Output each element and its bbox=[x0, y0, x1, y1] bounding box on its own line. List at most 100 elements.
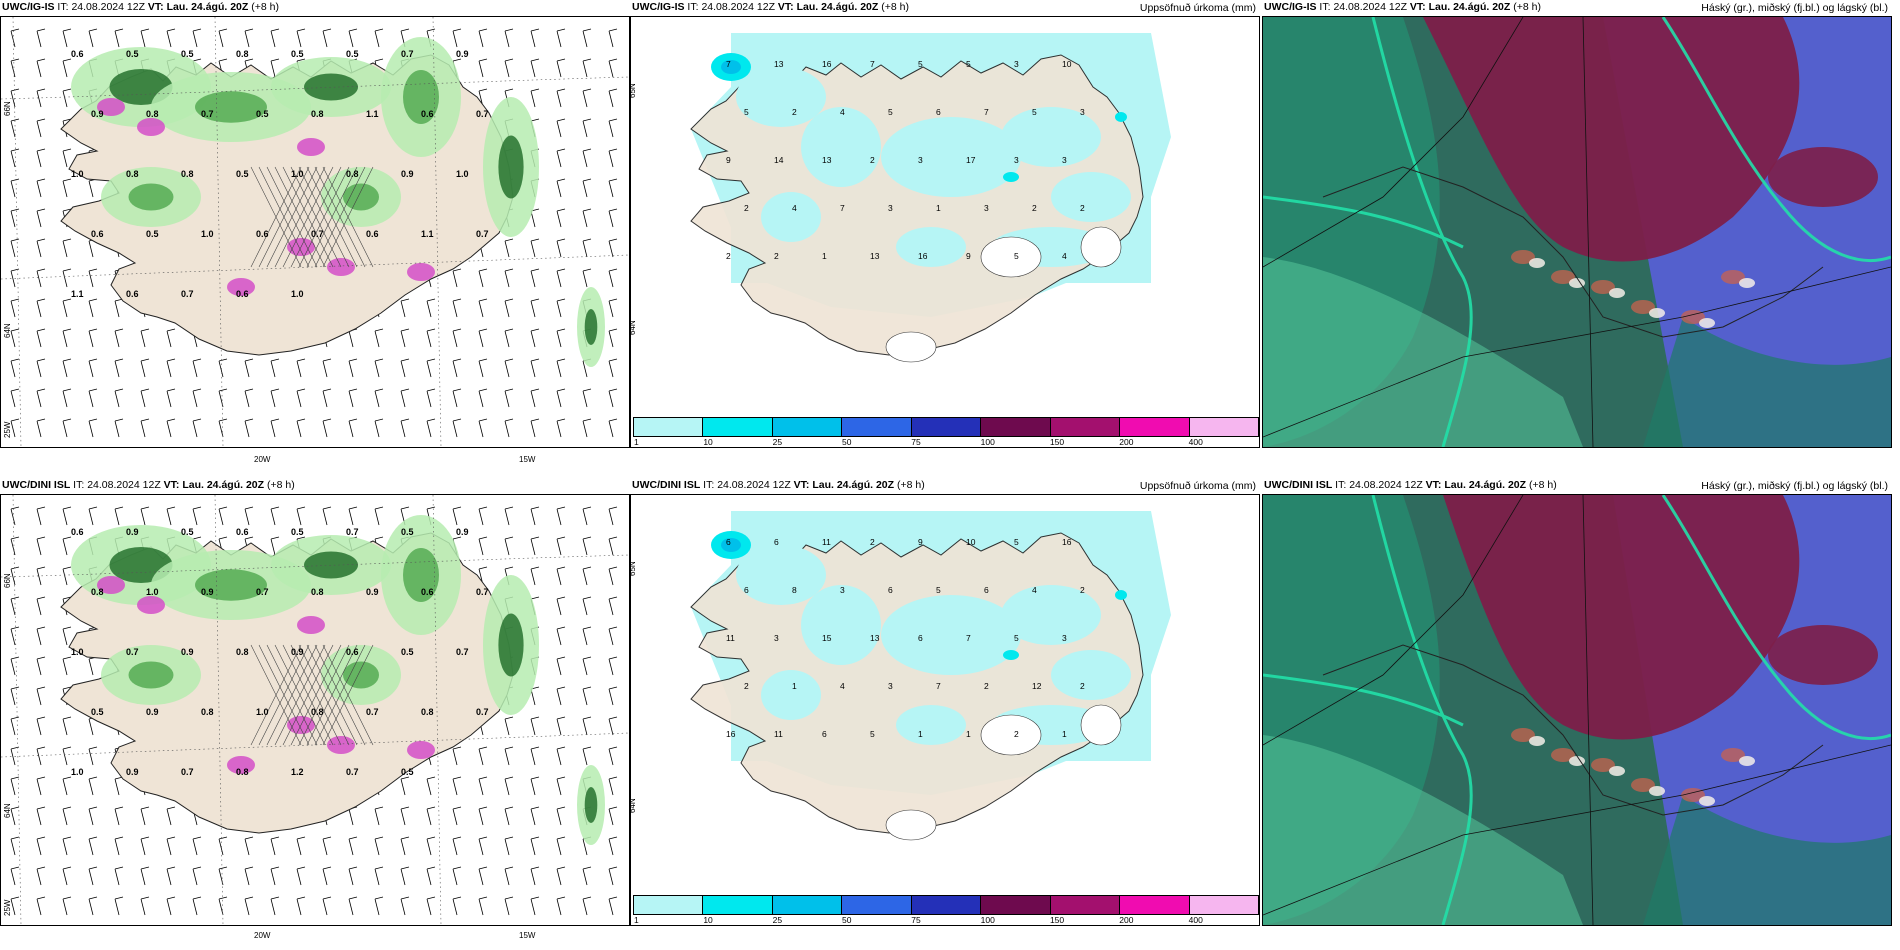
legend-labels: 1 10 25 50 75 100 150 200 400 bbox=[633, 437, 1257, 447]
value-labels: 0.6 0.5 0.5 0.8 0.5 0.5 0.7 0.9 0.9 0.8 0.7 0.5 0.8 1… bbox=[71, 49, 489, 299]
value-label: 3 bbox=[918, 155, 923, 165]
value-label: 0.6 bbox=[236, 289, 249, 299]
value-label: 0.8 bbox=[91, 587, 104, 597]
value-label: 8 bbox=[792, 585, 797, 595]
value-label: 0.5 bbox=[126, 49, 139, 59]
legend-swatch bbox=[772, 896, 843, 914]
value-label: 6 bbox=[774, 537, 779, 547]
value-labels: 6 6 11 2 9 10 5 166 8 3 6 5 6 4 211 3 15 13 6 7 5 32 1 4 3 7 2 12 21… bbox=[726, 537, 1085, 739]
panel-header: UWC/DINI ISL IT: 24.08.2024 12Z VT: Lau.… bbox=[1264, 479, 1557, 491]
value-label: 4 bbox=[840, 107, 845, 117]
legend-label: 75 bbox=[911, 915, 921, 925]
value-label: 7 bbox=[984, 107, 989, 117]
value-label: 0.7 bbox=[311, 229, 324, 239]
value-label: 0.6 bbox=[421, 109, 434, 119]
legend-swatch bbox=[1189, 418, 1258, 436]
value-label: 0.9 bbox=[456, 49, 469, 59]
panel-header: UWC/IG-IS IT: 24.08.2024 12Z VT: Lau. 24… bbox=[1264, 1, 1541, 13]
value-label: 3 bbox=[1062, 633, 1067, 643]
value-label: 6 bbox=[822, 729, 827, 739]
value-label: 13 bbox=[774, 59, 784, 69]
lat-label: 66N bbox=[3, 101, 12, 116]
legend-swatch bbox=[911, 896, 982, 914]
value-label: 0.5 bbox=[401, 527, 414, 537]
legend-label: 1 bbox=[634, 915, 639, 925]
value-label: 1.1 bbox=[71, 289, 84, 299]
legend-swatch bbox=[1189, 896, 1258, 914]
value-label: 6 bbox=[918, 633, 923, 643]
value-label: 0.8 bbox=[146, 109, 159, 119]
lon-label: 15W bbox=[519, 931, 536, 940]
value-label: 0.6 bbox=[346, 647, 359, 657]
value-label: 0.7 bbox=[476, 229, 489, 239]
value-label: 1.0 bbox=[71, 169, 84, 179]
value-label: 6 bbox=[726, 537, 731, 547]
value-label: 5 bbox=[1032, 107, 1037, 117]
value-label: 4 bbox=[1032, 585, 1037, 595]
value-label: 0.5 bbox=[256, 109, 269, 119]
value-label: 0.7 bbox=[256, 587, 269, 597]
value-label: 5 bbox=[1014, 537, 1019, 547]
lat-label: 65N bbox=[628, 561, 637, 576]
lat-label: 64N bbox=[628, 320, 637, 335]
panel-title: Háský (gr.), miðský (fj.bl.) og lágský (… bbox=[1701, 2, 1888, 14]
value-label: 16 bbox=[726, 729, 736, 739]
value-label: 4 bbox=[1062, 251, 1067, 261]
value-label: 0.8 bbox=[236, 49, 249, 59]
map-frame: 0.6 0.5 0.5 0.8 0.5 0.5 0.7 0.9 0.9 0.8 0.7 0.5 0.8 1… bbox=[0, 16, 630, 448]
value-label: 2 bbox=[1080, 681, 1085, 691]
cloud-map bbox=[1263, 17, 1891, 447]
value-label: 1 bbox=[792, 681, 797, 691]
value-label: 15 bbox=[822, 633, 832, 643]
map-frame bbox=[1262, 494, 1892, 926]
wind-map: 0.6 0.9 0.5 0.6 0.5 0.7 0.5 0.9 0.8 1.0 0.9 0.7 0.8 0… bbox=[1, 495, 629, 925]
value-label: 0.5 bbox=[91, 707, 104, 717]
value-label: 0.9 bbox=[366, 587, 379, 597]
value-label: 14 bbox=[774, 155, 784, 165]
legend-label: 25 bbox=[772, 915, 783, 925]
value-labels: 0.6 0.9 0.5 0.6 0.5 0.7 0.5 0.9 0.8 1.0 0.9 0.7 0.8 0… bbox=[71, 527, 489, 777]
value-label: 0.5 bbox=[291, 49, 304, 59]
value-label: 5 bbox=[918, 59, 923, 69]
value-label: 1 bbox=[966, 729, 971, 739]
value-label: 9 bbox=[918, 537, 923, 547]
legend-label: 10 bbox=[703, 437, 713, 447]
lon-label: 15W bbox=[519, 455, 536, 464]
value-label: 1 bbox=[918, 729, 923, 739]
value-label: 0.7 bbox=[476, 587, 489, 597]
value-label: 0.9 bbox=[126, 767, 139, 777]
panel-dini-cloud: UWC/DINI ISL IT: 24.08.2024 12Z VT: Lau.… bbox=[1262, 478, 1892, 926]
value-label: 1 bbox=[822, 251, 827, 261]
legend-swatch bbox=[981, 418, 1051, 436]
value-label: 5 bbox=[1014, 251, 1019, 261]
panel-header: UWC/IG-IS IT: 24.08.2024 12Z VT: Lau. 24… bbox=[2, 1, 279, 13]
panel-header: UWC/DINI ISL IT: 24.08.2024 12Z VT: Lau.… bbox=[632, 479, 925, 491]
value-label: 0.5 bbox=[401, 647, 414, 657]
value-label: 16 bbox=[1062, 537, 1072, 547]
legend-label: 10 bbox=[703, 915, 713, 925]
value-label: 1 bbox=[1062, 729, 1067, 739]
value-label: 9 bbox=[966, 251, 971, 261]
value-label: 7 bbox=[726, 59, 731, 69]
legend-label: 100 bbox=[980, 915, 995, 925]
value-label: 5 bbox=[888, 107, 893, 117]
lat-label: 64N bbox=[3, 323, 12, 338]
legend-swatch bbox=[1120, 896, 1190, 914]
value-label: 17 bbox=[966, 155, 976, 165]
value-label: 0.8 bbox=[311, 707, 324, 717]
value-label: 0.7 bbox=[366, 707, 379, 717]
legend-label: 150 bbox=[1049, 437, 1065, 447]
legend-swatch bbox=[842, 896, 912, 914]
precip-map: 6 6 11 2 9 10 5 166 8 3 6 5 6 4 211 3 15 13 6 7 5 32 1 4 3 7 2 12 21… bbox=[690, 511, 1171, 841]
value-label: 0.5 bbox=[346, 49, 359, 59]
value-label: 0.7 bbox=[181, 289, 194, 299]
value-label: 1.0 bbox=[71, 647, 84, 657]
legend-label: 400 bbox=[1188, 915, 1203, 925]
value-label: 11 bbox=[774, 729, 783, 739]
value-label: 0.7 bbox=[456, 647, 469, 657]
panel-header: UWC/DINI ISL IT: 24.08.2024 12Z VT: Lau.… bbox=[2, 479, 295, 491]
value-label: 1.0 bbox=[291, 289, 304, 299]
legend-swatch bbox=[634, 418, 704, 436]
value-label: 7 bbox=[966, 633, 971, 643]
value-label: 2 bbox=[792, 107, 797, 117]
